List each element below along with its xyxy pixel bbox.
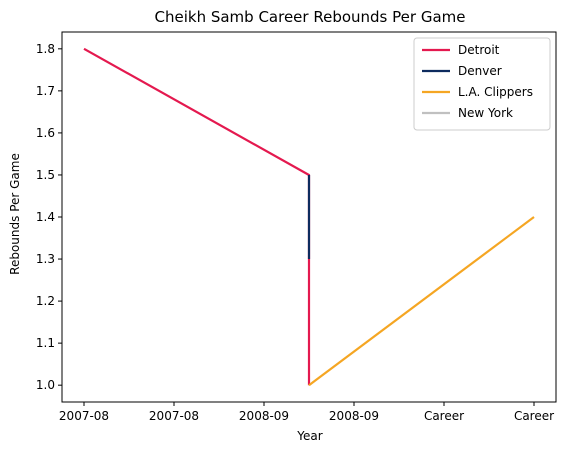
legend-label: Denver (458, 64, 502, 78)
x-tick-label: 2007-08 (59, 409, 109, 423)
legend-box (413, 37, 551, 131)
y-tick-label: 1.8 (36, 42, 55, 56)
legend: Detroit Denver L.A. Clippers New York (413, 37, 551, 131)
series-line-l-a-clippers (308, 216, 535, 387)
legend-label: Detroit (458, 43, 500, 57)
x-axis-label: Year (296, 429, 322, 443)
axes-group: 2007-08 2007-08 2008-09 2008-09 Career Career… (36, 31, 557, 423)
y-tick-label: 1.1 (36, 336, 55, 350)
y-tick-label: 1.4 (36, 210, 55, 224)
x-tick-label: 2007-08 (149, 409, 199, 423)
x-tick-label: Career (424, 409, 464, 423)
legend-label: New York (458, 106, 513, 120)
x-tick-label: Career (514, 409, 554, 423)
x-tick-label: 2008-09 (239, 409, 289, 423)
x-tick-label: 2008-09 (329, 409, 379, 423)
series-line-detroit (83, 47, 311, 386)
y-tick-label: 1.0 (36, 378, 55, 392)
y-tick-label: 1.2 (36, 294, 55, 308)
series-group (83, 47, 535, 387)
legend-label: L.A. Clippers (458, 85, 533, 99)
chart-title: Cheikh Samb Career Rebounds Per Game (155, 8, 466, 26)
y-tick-label: 1.5 (36, 168, 55, 182)
y-axis-label: Rebounds Per Game (8, 153, 22, 275)
y-tick-label: 1.6 (36, 126, 55, 140)
y-tick-label: 1.3 (36, 252, 55, 266)
y-tick-label: 1.7 (36, 84, 55, 98)
